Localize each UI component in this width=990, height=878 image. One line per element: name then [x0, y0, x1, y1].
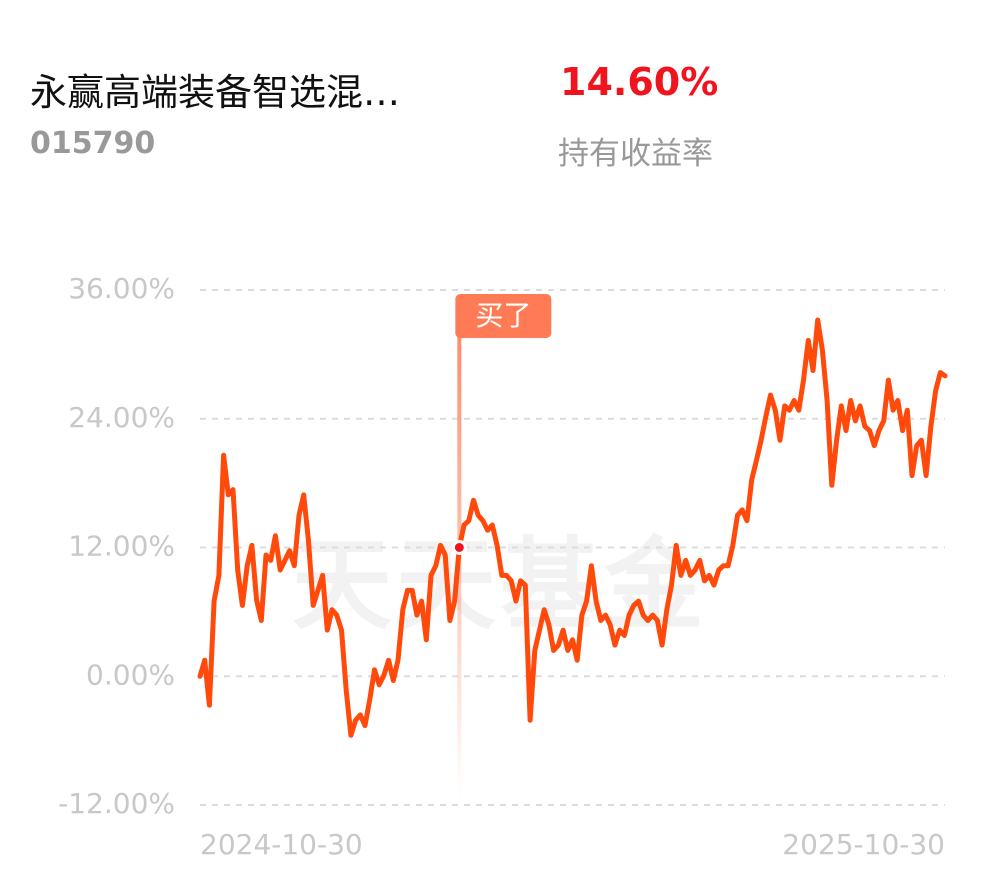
- line: [197, 317, 948, 738]
- return-value: 14.60%: [560, 60, 719, 104]
- x-tick-label: 2025-10-30: [782, 828, 945, 861]
- watermark: 天天基金: [292, 526, 708, 643]
- x-tick-label: 2024-10-30: [200, 828, 363, 861]
- y-tick-label: -12.00%: [58, 787, 175, 820]
- buy-label: 买了: [475, 299, 531, 332]
- return-label: 持有收益率: [558, 136, 713, 172]
- y-tick-label: 12.00%: [68, 530, 175, 563]
- y-tick-label: 24.00%: [68, 401, 175, 434]
- y-tick-label: 36.00%: [68, 272, 175, 305]
- y-tick-label: 0.00%: [86, 658, 175, 691]
- buy-dot: [451, 540, 467, 555]
- fund-title: 永赢高端装备智选混…: [30, 71, 400, 114]
- fund-code: 015790: [30, 126, 156, 161]
- buy-badge: [455, 294, 552, 338]
